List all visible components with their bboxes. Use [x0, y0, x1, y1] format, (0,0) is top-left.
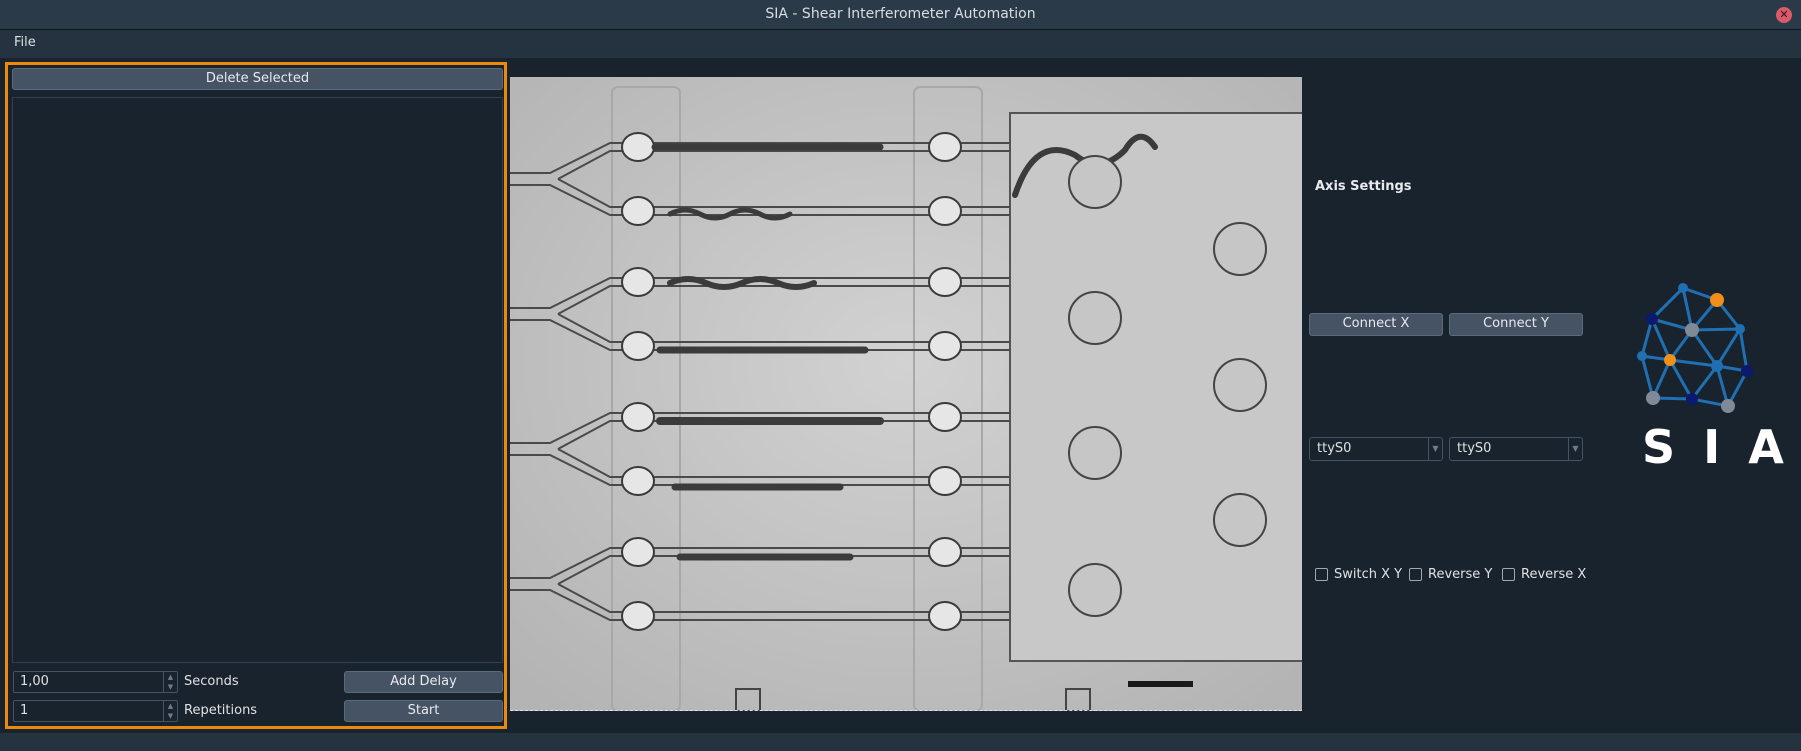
network-logo-icon	[1637, 283, 1753, 413]
chevron-down-icon[interactable]: ▼	[167, 683, 174, 691]
axis-settings-title: Axis Settings	[1315, 179, 1412, 194]
chevron-down-icon[interactable]: ▼	[1428, 438, 1442, 460]
reverse-x-checkbox[interactable]: Reverse X	[1502, 566, 1592, 584]
close-icon[interactable]: ✕	[1776, 7, 1792, 23]
chevron-up-icon[interactable]: ▲	[167, 702, 174, 710]
port-x-select[interactable]: ttyS0 ▼	[1309, 437, 1443, 461]
microfluidic-channel-image	[510, 77, 1302, 711]
delete-selected-button[interactable]: Delete Selected	[12, 68, 503, 90]
sia-logo: SIA	[1620, 280, 1801, 480]
checkbox-icon[interactable]	[1409, 568, 1422, 581]
checkbox-icon[interactable]	[1315, 568, 1328, 581]
port-x-value: ttyS0	[1317, 441, 1352, 456]
title-bar: SIA - Shear Interferometer Automation ✕	[0, 0, 1801, 30]
repetitions-value: 1	[20, 703, 29, 718]
menu-file[interactable]: File	[14, 35, 36, 50]
repetitions-spinbox[interactable]: 1 ▲ ▼	[13, 700, 178, 722]
seconds-stepper[interactable]: ▲ ▼	[163, 672, 177, 692]
reverse-y-checkbox[interactable]: Reverse Y	[1409, 566, 1499, 584]
image-border	[510, 710, 1302, 711]
camera-view[interactable]	[510, 77, 1302, 711]
chevron-up-icon[interactable]: ▲	[167, 673, 174, 681]
switch-xy-checkbox[interactable]: Switch X Y	[1315, 566, 1405, 584]
sequence-panel: Delete Selected 1,00 ▲ ▼ Seconds Add Dela…	[5, 62, 507, 729]
chevron-down-icon[interactable]: ▼	[167, 712, 174, 720]
start-button[interactable]: Start	[344, 700, 503, 722]
connect-x-button[interactable]: Connect X	[1309, 313, 1443, 336]
menu-bar: File	[0, 30, 1801, 58]
switch-xy-label: Switch X Y	[1334, 567, 1403, 582]
seconds-label: Seconds	[184, 674, 239, 689]
sequence-list[interactable]	[12, 97, 503, 663]
add-delay-button[interactable]: Add Delay	[344, 671, 503, 693]
repetitions-stepper[interactable]: ▲ ▼	[163, 701, 177, 721]
port-y-select[interactable]: ttyS0 ▼	[1449, 437, 1583, 461]
window-title: SIA - Shear Interferometer Automation	[765, 6, 1036, 22]
checkbox-icon[interactable]	[1502, 568, 1515, 581]
connect-y-button[interactable]: Connect Y	[1449, 313, 1583, 336]
repetitions-label: Repetitions	[184, 703, 258, 718]
chevron-down-icon[interactable]: ▼	[1568, 438, 1582, 460]
seconds-spinbox[interactable]: 1,00 ▲ ▼	[13, 671, 178, 693]
port-y-value: ttyS0	[1457, 441, 1492, 456]
reverse-x-label: Reverse X	[1521, 567, 1587, 582]
status-bar	[0, 733, 1801, 751]
logo-text: SIA	[1642, 420, 1801, 474]
seconds-value: 1,00	[20, 674, 49, 689]
reverse-y-label: Reverse Y	[1428, 567, 1493, 582]
